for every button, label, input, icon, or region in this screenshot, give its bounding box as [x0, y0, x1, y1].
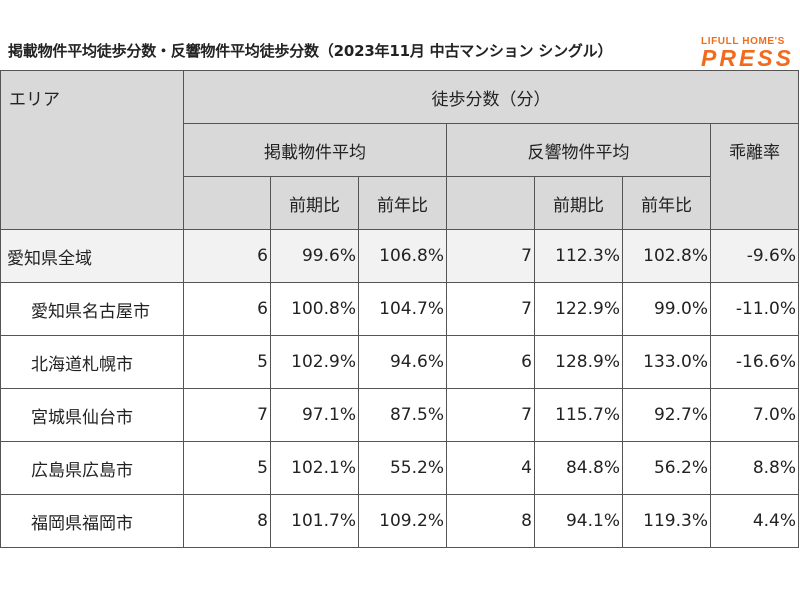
response-prev-period: 128.9% [534, 335, 623, 389]
listing-value: 7 [183, 388, 271, 442]
header-area: エリア [0, 70, 184, 230]
listing-value: 5 [183, 441, 271, 495]
header-listing-prev-period: 前期比 [270, 176, 359, 230]
listing-value: 5 [183, 335, 271, 389]
header-response-average: 反響物件平均 [446, 123, 711, 177]
logo-main-text: PRESS [701, 45, 794, 71]
area-cell: 愛知県全域 [0, 229, 184, 283]
listing-prev-year: 87.5% [358, 388, 447, 442]
area-cell: 広島県広島市 [0, 441, 184, 495]
response-prev-year: 119.3% [622, 494, 711, 548]
table-row: 愛知県全域 6 99.6% 106.8% 7 112.3% 102.8% -9.… [0, 229, 800, 283]
response-prev-year: 102.8% [622, 229, 711, 283]
page-title: 掲載物件平均徒歩分数・反響物件平均徒歩分数（2023年11月 中古マンション シ… [8, 42, 613, 60]
listing-prev-period: 102.1% [270, 441, 359, 495]
divergence-value: 7.0% [709, 388, 800, 442]
listing-prev-period: 102.9% [270, 335, 359, 389]
header-response-value [446, 176, 535, 230]
brand-logo: LIFULL HOME'S PRESS [701, 36, 794, 71]
area-cell: 北海道札幌市 [0, 335, 184, 389]
divergence-value: -9.6% [709, 229, 800, 283]
area-cell: 宮城県仙台市 [0, 388, 184, 442]
header-response-prev-year: 前年比 [622, 176, 711, 230]
response-prev-period: 112.3% [534, 229, 623, 283]
response-value: 7 [446, 229, 535, 283]
listing-prev-period: 99.6% [270, 229, 359, 283]
table-row: 北海道札幌市 5 102.9% 94.6% 6 128.9% 133.0% -1… [0, 335, 800, 389]
response-prev-period: 122.9% [534, 282, 623, 336]
listing-prev-year: 104.7% [358, 282, 447, 336]
divergence-value: 4.4% [709, 494, 800, 548]
table-row: 愛知県名古屋市 6 100.8% 104.7% 7 122.9% 99.0% -… [0, 282, 800, 336]
listing-prev-period: 101.7% [270, 494, 359, 548]
header-listing-value [183, 176, 271, 230]
area-cell: 愛知県名古屋市 [0, 282, 184, 336]
response-prev-period: 84.8% [534, 441, 623, 495]
listing-value: 6 [183, 229, 271, 283]
table-row: 広島県広島市 5 102.1% 55.2% 4 84.8% 56.2% 8.8% [0, 441, 800, 495]
response-value: 7 [446, 388, 535, 442]
response-value: 7 [446, 282, 535, 336]
walking-minutes-table: エリア 徒歩分数（分） 掲載物件平均 反響物件平均 乖離率 前期比 前年比 前期… [0, 70, 800, 548]
listing-prev-year: 109.2% [358, 494, 447, 548]
header-walking-minutes: 徒歩分数（分） [182, 70, 800, 124]
header-divergence: 乖離率 [709, 123, 800, 230]
response-prev-year: 133.0% [622, 335, 711, 389]
divergence-value: 8.8% [709, 441, 800, 495]
response-prev-period: 115.7% [534, 388, 623, 442]
header: 掲載物件平均徒歩分数・反響物件平均徒歩分数（2023年11月 中古マンション シ… [0, 0, 800, 71]
response-prev-year: 99.0% [622, 282, 711, 336]
table-row: 宮城県仙台市 7 97.1% 87.5% 7 115.7% 92.7% 7.0% [0, 388, 800, 442]
listing-value: 6 [183, 282, 271, 336]
response-prev-year: 92.7% [622, 388, 711, 442]
response-value: 4 [446, 441, 535, 495]
logo-top-text: LIFULL HOME'S [701, 36, 785, 47]
header-response-prev-period: 前期比 [534, 176, 623, 230]
listing-prev-year: 94.6% [358, 335, 447, 389]
response-prev-year: 56.2% [622, 441, 711, 495]
response-prev-period: 94.1% [534, 494, 623, 548]
divergence-value: -11.0% [709, 282, 800, 336]
response-value: 8 [446, 494, 535, 548]
listing-value: 8 [183, 494, 271, 548]
listing-prev-period: 100.8% [270, 282, 359, 336]
table-row: 福岡県福岡市 8 101.7% 109.2% 8 94.1% 119.3% 4.… [0, 494, 800, 548]
listing-prev-year: 55.2% [358, 441, 447, 495]
divergence-value: -16.6% [709, 335, 800, 389]
listing-prev-year: 106.8% [358, 229, 447, 283]
listing-prev-period: 97.1% [270, 388, 359, 442]
header-listing-average: 掲載物件平均 [183, 123, 447, 177]
area-cell: 福岡県福岡市 [0, 494, 184, 548]
header-listing-prev-year: 前年比 [358, 176, 447, 230]
response-value: 6 [446, 335, 535, 389]
